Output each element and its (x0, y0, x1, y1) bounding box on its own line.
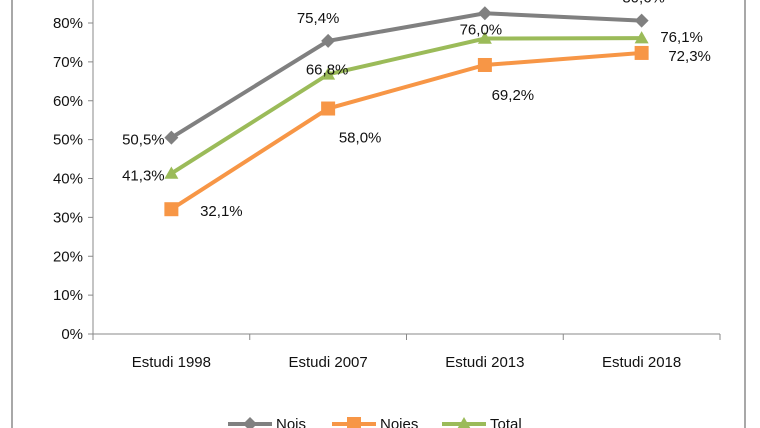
x-tick-label: Estudi 2018 (602, 354, 681, 371)
data-label-noies: 58,0% (339, 130, 382, 147)
y-tick-label: 80% (53, 15, 83, 32)
point-total (164, 166, 179, 179)
data-label-total: 76,0% (460, 22, 503, 39)
legend-marker-nois (243, 417, 257, 428)
series-line-nois (170, 11, 642, 140)
point-total (477, 31, 492, 44)
data-label-nois: 75,4% (297, 10, 340, 27)
data-label-nois: 80,6% (622, 0, 665, 7)
y-tick-label: 30% (53, 209, 83, 226)
legend-marker-total (457, 417, 471, 428)
point-noies (477, 57, 492, 72)
data-label-total: 76,1% (660, 29, 703, 46)
data-label-noies: 32,1% (200, 203, 243, 220)
y-tick-label: 50% (53, 132, 83, 149)
y-tick-label: 60% (53, 93, 83, 110)
y-tick-label: 0% (61, 326, 83, 343)
point-noies (634, 45, 649, 60)
legend-label-noies: Noies (380, 416, 418, 428)
y-tick-label: 20% (53, 248, 83, 265)
point-nois (164, 130, 179, 145)
point-nois (634, 13, 649, 28)
legend-marker-noies (347, 417, 361, 428)
data-label-noies: 69,2% (492, 87, 535, 104)
series-line-noies (170, 50, 642, 211)
point-noies (321, 101, 336, 116)
point-nois (477, 6, 492, 21)
point-total (634, 31, 649, 44)
data-label-total: 66,8% (306, 61, 349, 78)
x-tick-label: Estudi 2013 (445, 354, 524, 371)
point-noies (164, 202, 179, 217)
point-total (321, 67, 336, 80)
point-nois (321, 33, 336, 48)
x-tick-label: Estudi 1998 (132, 354, 211, 371)
y-tick-label: 40% (53, 171, 83, 188)
legend-label-total: Total (490, 416, 522, 428)
data-label-nois: 50,5% (122, 132, 165, 149)
y-tick-label: 70% (53, 54, 83, 71)
y-tick-label: 10% (53, 287, 83, 304)
x-tick-label: Estudi 2007 (289, 354, 368, 371)
legend-label-nois: Nois (276, 416, 306, 428)
series-line-total (170, 36, 642, 176)
data-label-noies: 72,3% (668, 48, 711, 65)
data-label-total: 41,3% (122, 167, 165, 184)
